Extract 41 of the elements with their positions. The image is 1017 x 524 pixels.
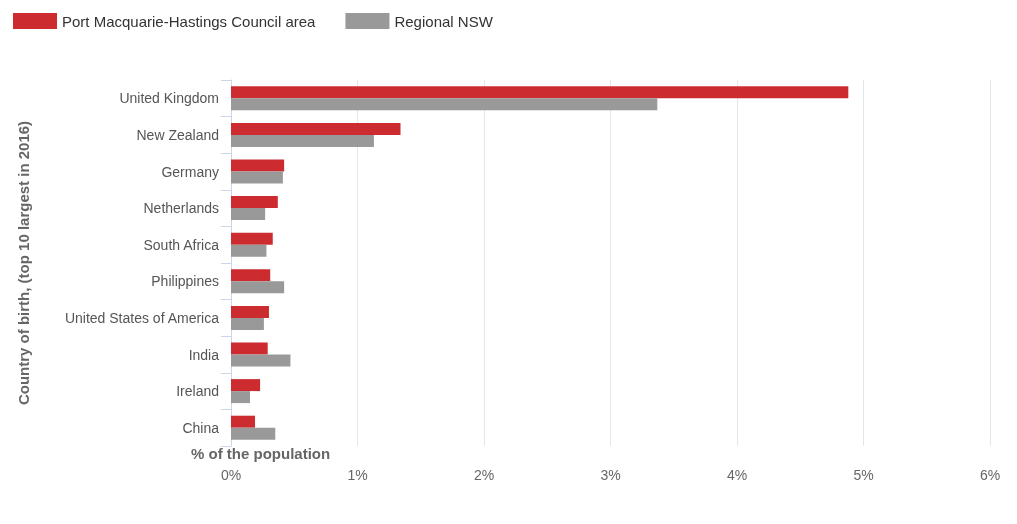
x-tick-label: 4% bbox=[726, 467, 748, 483]
x-tick-label: 6% bbox=[979, 467, 1001, 483]
y-tick-label: New Zealand bbox=[136, 126, 219, 143]
bar bbox=[231, 269, 271, 282]
y-tick-label: South Africa bbox=[143, 236, 220, 253]
y-tick-label: United Kingdom bbox=[119, 90, 219, 107]
bar bbox=[231, 342, 268, 355]
bar bbox=[231, 171, 283, 184]
bar bbox=[231, 244, 267, 257]
y-tick-label: Philippines bbox=[151, 273, 219, 290]
bar bbox=[231, 379, 261, 392]
y-axis-title: Country of birth, (top 10 largest in 2016) bbox=[15, 120, 32, 406]
bar bbox=[231, 159, 285, 172]
bar bbox=[231, 208, 266, 221]
y-tick-label: Germany bbox=[161, 163, 219, 180]
bar bbox=[231, 415, 256, 428]
y-tick-label: China bbox=[182, 419, 220, 436]
bar bbox=[231, 281, 285, 294]
bar bbox=[231, 317, 264, 330]
bar bbox=[231, 232, 273, 245]
bar bbox=[231, 391, 250, 404]
bar bbox=[231, 86, 849, 99]
bar bbox=[231, 305, 269, 318]
bar bbox=[231, 354, 291, 367]
y-tick-label: Netherlands bbox=[143, 200, 219, 217]
legend-label: Regional NSW bbox=[394, 12, 494, 30]
x-tick-label: 3% bbox=[600, 467, 621, 483]
x-tick-label: 5% bbox=[853, 467, 874, 483]
y-tick-label: United States of America bbox=[64, 309, 220, 326]
x-axis-title: % of the population bbox=[191, 445, 331, 462]
bar bbox=[231, 98, 658, 111]
x-tick-label: 2% bbox=[473, 467, 495, 483]
y-tick-label: India bbox=[188, 346, 220, 363]
x-tick-label: 0% bbox=[220, 467, 242, 483]
bar bbox=[231, 427, 276, 440]
bar bbox=[231, 122, 401, 135]
legend-label: Port Macquarie-Hastings Council area bbox=[62, 12, 317, 30]
bar bbox=[231, 196, 278, 209]
bar bbox=[231, 134, 374, 147]
x-tick-label: 1% bbox=[347, 467, 368, 483]
y-tick-label: Ireland bbox=[176, 383, 219, 400]
